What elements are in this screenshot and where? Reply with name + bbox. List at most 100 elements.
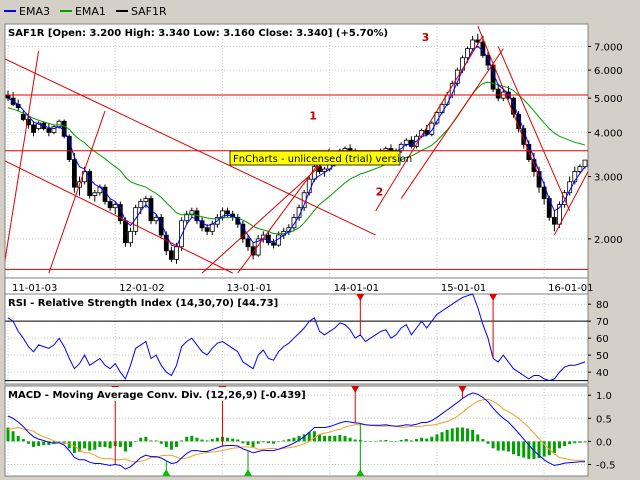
down-channel-lower <box>5 160 233 274</box>
macd-histogram-bar <box>328 435 332 442</box>
macd-histogram-bar <box>200 439 204 442</box>
price-tick-label: 3.000 <box>594 173 623 184</box>
macd-histogram-bar <box>527 441 531 459</box>
macd-histogram-bar <box>369 441 373 442</box>
macd-histogram-bar <box>496 441 500 451</box>
macd-histogram-bar <box>425 438 429 442</box>
candle <box>46 123 52 137</box>
macd-histogram-bar <box>435 434 439 442</box>
price-tick-label: 2.000 <box>594 235 623 246</box>
macd-histogram-bar <box>476 434 480 442</box>
macd-histogram-bar <box>164 441 168 447</box>
macd-histogram-bar <box>557 441 561 449</box>
macd-histogram-bar <box>210 439 214 442</box>
candle <box>107 198 113 211</box>
macd-histogram-bar <box>11 431 15 442</box>
macd-title: MACD - Moving Average Conv. Div. (12,26,… <box>8 390 306 401</box>
macd-histogram-bar <box>552 441 556 453</box>
macd-histogram-bar <box>282 440 286 442</box>
candle-body <box>168 250 174 260</box>
candle-body <box>66 135 72 161</box>
macd-histogram-bar <box>481 439 485 442</box>
candle-body <box>429 122 435 135</box>
candle <box>271 238 276 249</box>
macd-histogram-bar <box>42 441 46 446</box>
macd-histogram-bar <box>563 441 567 446</box>
candle-body <box>179 220 185 248</box>
date-tick-label: 15-01-01 <box>441 283 486 294</box>
macd-histogram-bar <box>517 441 521 457</box>
macd-histogram-bar <box>37 441 41 446</box>
macd-histogram-bar <box>67 441 71 449</box>
price-title: SAF1R [Open: 3.200 High: 3.340 Low: 3.16… <box>8 28 388 39</box>
legend-label: EMA3 <box>19 4 50 18</box>
down-wedge-line <box>477 25 540 177</box>
legend-item-ema1: EMA1 <box>59 5 106 18</box>
candle-body <box>46 128 52 133</box>
ema3-line <box>7 45 586 248</box>
macd-histogram-bar <box>195 437 199 442</box>
price-tick-label: 4.000 <box>594 128 623 139</box>
candle-body <box>153 216 159 222</box>
macd-histogram-bar <box>246 441 250 446</box>
macd-histogram-bar <box>471 429 475 442</box>
macd-histogram-bar <box>501 441 505 451</box>
macd-histogram-bar <box>129 441 133 447</box>
candle <box>92 189 98 202</box>
macd-histogram-bar <box>460 427 464 442</box>
trendlines <box>5 25 588 274</box>
macd-histogram-bar <box>292 437 296 442</box>
macd-tick-label: 1.0 <box>596 391 612 402</box>
macd-histogram-bar <box>32 441 36 447</box>
candle-body <box>551 216 557 225</box>
candle-body <box>112 204 118 209</box>
macd-histogram-bar <box>363 441 367 442</box>
candle-body <box>56 120 62 128</box>
date-tick-label: 12-01-02 <box>119 283 164 294</box>
rsi-title: RSI - Relative Strength Index (14,30,70)… <box>8 298 278 309</box>
macd-histogram-bar <box>144 436 148 442</box>
macd-histogram-bar <box>175 441 179 447</box>
macd-buy-marker <box>243 469 252 476</box>
candle <box>245 235 251 251</box>
macd-histogram-bar <box>297 435 301 442</box>
macd-histogram-bar <box>154 440 158 442</box>
candle <box>240 220 246 243</box>
macd-histogram-bar <box>16 435 20 442</box>
candle <box>291 214 297 232</box>
candle <box>220 207 225 221</box>
macd-histogram-bar <box>512 441 516 455</box>
macd-histogram-bar <box>491 441 495 449</box>
candle-body <box>582 159 588 168</box>
macd-histogram-bar <box>134 441 138 442</box>
rsi-tick-label: 70 <box>596 317 609 328</box>
candle-body <box>87 171 93 197</box>
candle <box>158 214 164 239</box>
macd-histogram-bar <box>123 441 127 452</box>
candle <box>168 246 174 263</box>
date-tick-label: 11-01-03 <box>12 283 57 294</box>
candle-body <box>31 124 36 133</box>
macd-histogram-bar <box>241 441 245 444</box>
legend-swatch <box>115 10 128 12</box>
macd-histogram-bar <box>348 437 352 442</box>
macd-histogram-bar <box>52 441 56 444</box>
candle <box>31 121 36 137</box>
macd-histogram-bar <box>277 441 281 442</box>
macd-histogram-bar <box>353 439 357 442</box>
macd-histogram-bar <box>205 440 209 442</box>
date-axis-strip <box>4 277 589 295</box>
rsi-tick-label: 60 <box>596 334 609 345</box>
candle <box>235 214 241 228</box>
price-tick-label: 7.000 <box>594 42 623 53</box>
candle <box>189 207 195 218</box>
candle-body <box>577 166 583 172</box>
candle-body <box>209 223 215 232</box>
macd-histogram-bar <box>307 432 311 442</box>
macd-histogram-bar <box>180 440 184 442</box>
macd-histogram-bar <box>93 441 97 450</box>
macd-histogram-bar <box>47 441 51 446</box>
legend-swatch <box>4 10 16 12</box>
trend-fan-line <box>201 161 325 274</box>
trend-fan-line <box>237 148 331 274</box>
